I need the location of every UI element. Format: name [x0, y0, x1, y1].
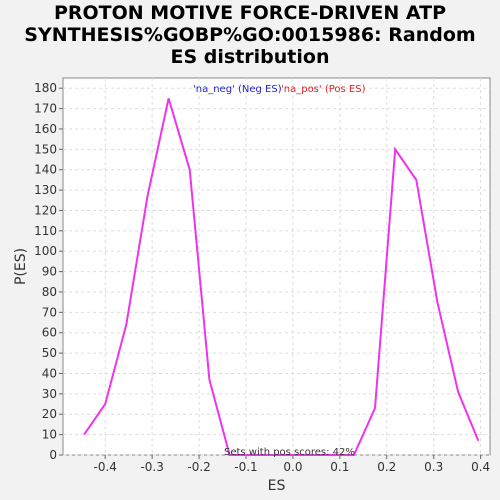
y-axis-title: P(ES): [13, 248, 29, 285]
y-tick-label: 40: [42, 366, 57, 380]
x-tick-label: 0.2: [377, 460, 396, 474]
y-tick-label: 140: [34, 163, 57, 177]
y-tick-label: 170: [34, 102, 57, 116]
legend: 'na_neg' (Neg ES) 'na_pos' (Pos ES): [193, 84, 366, 95]
y-tick-label: 0: [49, 448, 57, 462]
x-tick-label: 0.4: [471, 460, 490, 474]
legend-entry-pos: 'na_pos' (Pos ES): [281, 84, 366, 95]
legend-entry-neg: 'na_neg' (Neg ES): [193, 84, 282, 95]
y-tick-label: 100: [34, 244, 57, 258]
x-axis-title: ES: [268, 478, 286, 494]
y-tick-label: 90: [42, 265, 57, 279]
y-tick-label: 30: [42, 387, 57, 401]
y-tick-label: 80: [42, 285, 57, 299]
axis-ticks: 0 10 20 30 40 50 60 70 80 90 100 110 120 130 140 150 160…: [34, 81, 490, 474]
y-tick-label: 10: [42, 428, 57, 442]
x-tick-label: -0.1: [234, 460, 257, 474]
y-tick-label: 130: [34, 183, 57, 197]
y-tick-label: 160: [34, 122, 57, 136]
series-layer: [83, 98, 480, 456]
y-tick-label: 180: [34, 81, 57, 95]
x-tick-label: 0.0: [283, 460, 302, 474]
pos-scores-annotation: Sets with pos scores: 42%: [224, 447, 355, 458]
y-tick-label: 20: [42, 407, 57, 421]
x-tick-label: -0.4: [94, 460, 117, 474]
y-tick-label: 60: [42, 326, 57, 340]
y-tick-label: 50: [42, 346, 57, 360]
plot-area: [62, 77, 491, 456]
series-line: [83, 98, 480, 456]
x-tick-label: 0.1: [330, 460, 349, 474]
y-tick-label: 120: [34, 203, 57, 217]
y-tick-label: 110: [34, 224, 57, 238]
y-tick-label: 150: [34, 142, 57, 156]
chart-title: PROTON MOTIVE FORCE-DRIVEN ATP SYNTHESIS…: [24, 2, 476, 68]
x-tick-label: 0.3: [424, 460, 443, 474]
x-tick-label: -0.3: [140, 460, 163, 474]
x-tick-label: -0.2: [187, 460, 210, 474]
y-tick-label: 70: [42, 305, 57, 319]
